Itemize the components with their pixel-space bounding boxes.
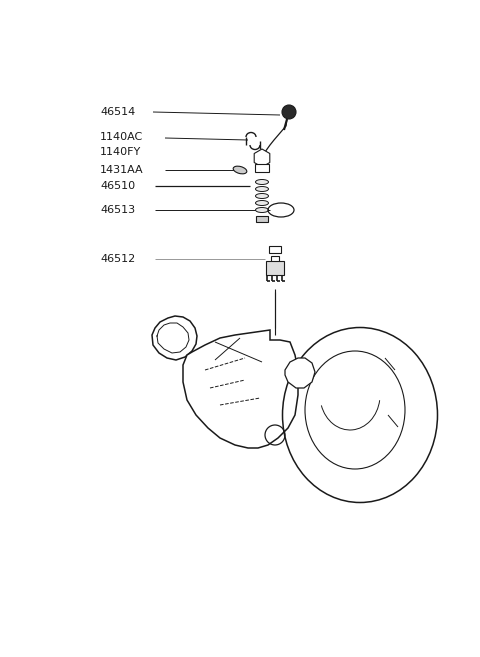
Bar (271, 256, 279, 263)
Bar (255, 164, 269, 172)
Text: 1140FY: 1140FY (100, 147, 141, 157)
Ellipse shape (233, 166, 247, 174)
Ellipse shape (255, 208, 268, 212)
Polygon shape (254, 149, 270, 167)
Ellipse shape (255, 179, 268, 185)
Ellipse shape (255, 187, 268, 191)
Text: 46514: 46514 (100, 107, 135, 117)
Polygon shape (285, 358, 315, 388)
Bar (256, 216, 268, 222)
Text: 1140AC: 1140AC (100, 132, 143, 142)
Text: 46512: 46512 (100, 254, 135, 264)
Bar (269, 246, 281, 253)
Text: 1431AA: 1431AA (100, 165, 144, 175)
Text: 46510: 46510 (100, 181, 135, 191)
Bar (266, 261, 284, 275)
Circle shape (282, 105, 296, 119)
Ellipse shape (255, 200, 268, 206)
Polygon shape (183, 330, 298, 448)
Polygon shape (152, 316, 197, 360)
Ellipse shape (255, 194, 268, 198)
Text: 46513: 46513 (100, 205, 135, 215)
